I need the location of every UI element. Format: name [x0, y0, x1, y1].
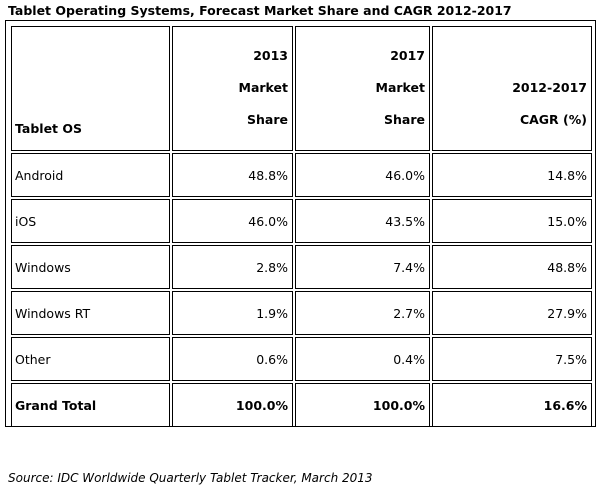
cell-os: Windows	[11, 245, 170, 289]
header-2017-market: Market	[375, 80, 425, 95]
cell-cagr: 48.8%	[432, 245, 592, 289]
header-cagr-label: CAGR (%)	[519, 112, 587, 127]
source-note: Source: IDC Worldwide Quarterly Tablet T…	[8, 471, 373, 485]
cell-os: Windows RT	[11, 291, 170, 335]
cell-total-share-2017: 100.0%	[295, 383, 430, 427]
header-2017-market-share: 2017 Market Share	[295, 26, 430, 151]
header-2017-share: Share	[384, 112, 425, 127]
header-tablet-os: Tablet OS	[11, 26, 170, 151]
cell-share-2013: 1.9%	[172, 291, 293, 335]
header-2013-year: 2013	[253, 48, 288, 63]
header-2013-share: Share	[247, 112, 288, 127]
cell-total-cagr: 16.6%	[432, 383, 592, 427]
cell-total-label: Grand Total	[11, 383, 170, 427]
cell-os: Android	[11, 153, 170, 197]
table-row: Android 48.8% 46.0% 14.8%	[11, 153, 592, 197]
cell-share-2017: 7.4%	[295, 245, 430, 289]
cell-cagr: 14.8%	[432, 153, 592, 197]
header-cagr-period: 2012-2017	[512, 80, 587, 95]
cell-cagr: 15.0%	[432, 199, 592, 243]
cell-share-2017: 0.4%	[295, 337, 430, 381]
header-2013-market-share: 2013 Market Share	[172, 26, 293, 151]
cell-cagr: 7.5%	[432, 337, 592, 381]
cell-os: Other	[11, 337, 170, 381]
market-share-table: Tablet OS 2013 Market Share 2017 Market …	[9, 24, 594, 429]
header-2017-year: 2017	[390, 48, 425, 63]
cell-share-2013: 48.8%	[172, 153, 293, 197]
header-row: Tablet OS 2013 Market Share 2017 Market …	[11, 26, 592, 151]
table-row: iOS 46.0% 43.5% 15.0%	[11, 199, 592, 243]
cell-total-share-2013: 100.0%	[172, 383, 293, 427]
table-row: Other 0.6% 0.4% 7.5%	[11, 337, 592, 381]
cell-share-2017: 43.5%	[295, 199, 430, 243]
cell-os: iOS	[11, 199, 170, 243]
table-row: Windows RT 1.9% 2.7% 27.9%	[11, 291, 592, 335]
table-frame: Tablet OS 2013 Market Share 2017 Market …	[5, 20, 596, 427]
table-row: Windows 2.8% 7.4% 48.8%	[11, 245, 592, 289]
cell-cagr: 27.9%	[432, 291, 592, 335]
cell-share-2013: 2.8%	[172, 245, 293, 289]
table-title: Tablet Operating Systems, Forecast Marke…	[8, 3, 512, 18]
cell-share-2017: 2.7%	[295, 291, 430, 335]
cell-share-2013: 0.6%	[172, 337, 293, 381]
header-2013-market: Market	[238, 80, 288, 95]
cell-share-2013: 46.0%	[172, 199, 293, 243]
cell-share-2017: 46.0%	[295, 153, 430, 197]
grand-total-row: Grand Total 100.0% 100.0% 16.6%	[11, 383, 592, 427]
header-cagr: 2012-2017 CAGR (%)	[432, 26, 592, 151]
